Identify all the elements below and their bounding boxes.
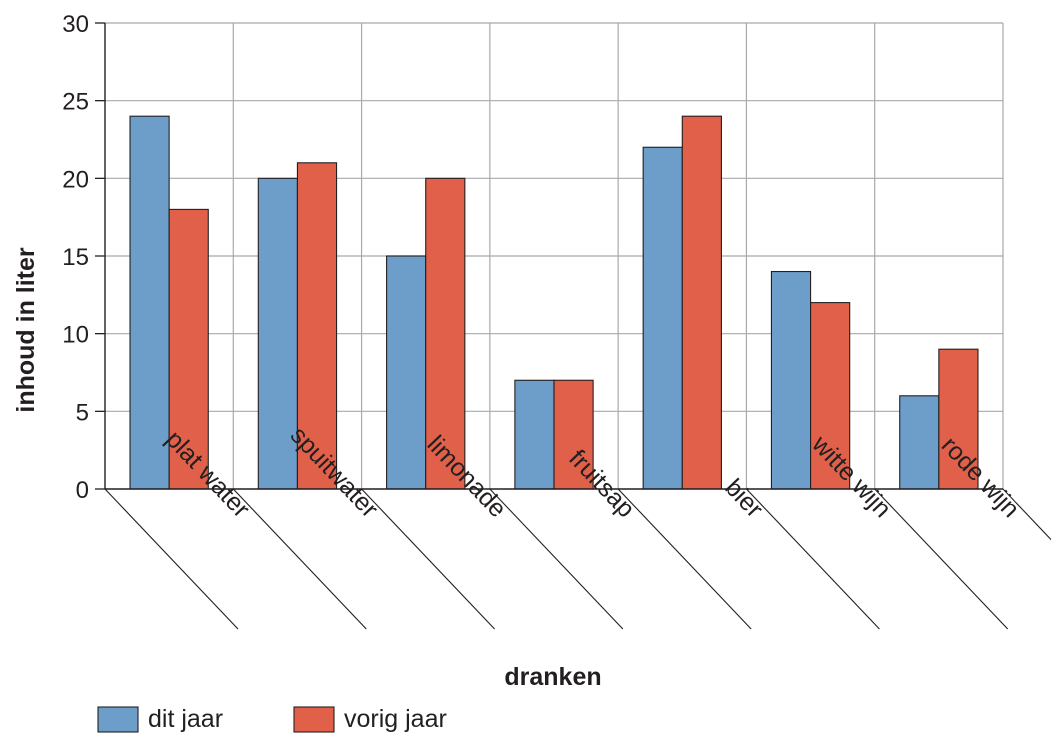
bar-series-2 — [938, 348, 979, 490]
legend: dit jaar vorig jaar — [97, 705, 447, 733]
y-tick-label: 15 — [62, 244, 89, 271]
y-axis-title: inhoud in liter — [12, 247, 40, 413]
bar-series-1 — [770, 270, 812, 490]
bars — [129, 115, 979, 490]
bar-series-2 — [296, 162, 338, 490]
x-category-divider — [617, 488, 752, 630]
x-category-label: bier — [719, 474, 768, 524]
y-tick-label: 25 — [62, 89, 89, 116]
y-tick-label: 20 — [62, 166, 89, 193]
axes — [95, 22, 1051, 630]
bar-series-1 — [899, 395, 940, 490]
bar-series-1 — [129, 115, 170, 490]
x-axis-title: dranken — [504, 663, 601, 691]
x-category-divider — [489, 488, 624, 630]
legend-label: dit jaar — [148, 705, 223, 733]
x-category-divider — [1002, 488, 1051, 541]
y-tick-label: 30 — [62, 11, 89, 38]
bar-series-1 — [514, 379, 555, 490]
bar-series-2 — [168, 208, 209, 490]
bar-series-1 — [386, 255, 427, 490]
grid-lines — [105, 22, 1004, 489]
x-category-divider — [104, 488, 239, 630]
x-category-divider — [874, 488, 1009, 630]
legend-swatch — [97, 706, 139, 733]
legend-label: vorig jaar — [344, 705, 447, 733]
y-tick-label: 5 — [76, 399, 89, 426]
x-category-divider — [746, 488, 880, 630]
y-tick-label: 0 — [76, 477, 89, 504]
x-category-divider — [232, 488, 367, 630]
legend-swatch — [293, 706, 335, 733]
y-tick-label: 10 — [62, 322, 89, 349]
bar-series-2 — [553, 379, 594, 490]
bar-series-2 — [681, 115, 722, 490]
y-tick-labels: 0 5 10 15 20 25 30 — [62, 11, 89, 504]
x-category-divider — [361, 488, 495, 630]
bar-series-1 — [642, 146, 683, 490]
